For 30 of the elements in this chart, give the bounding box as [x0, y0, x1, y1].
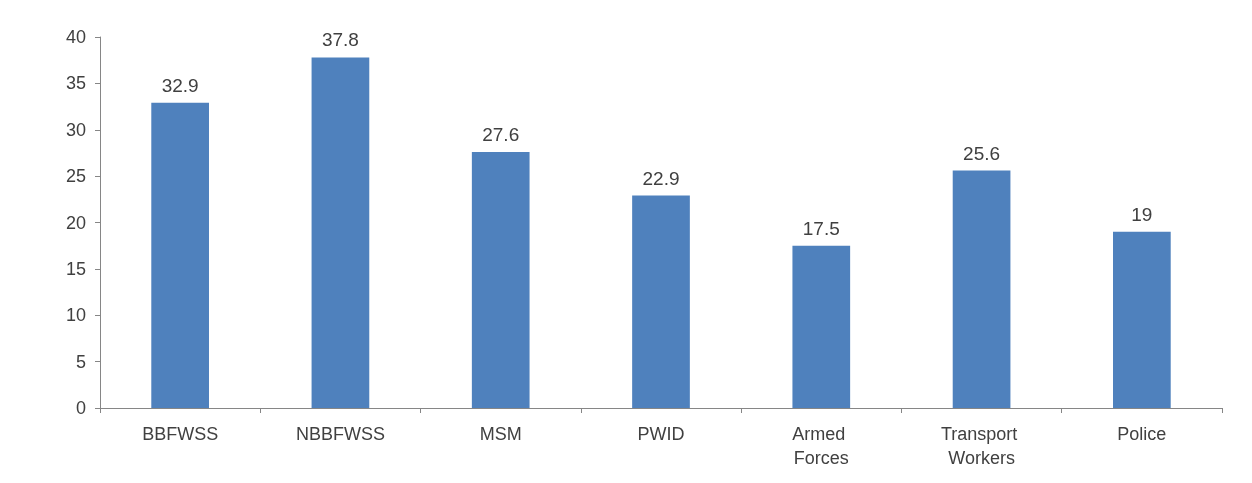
x-tick-label: Transport Workers	[940, 424, 1023, 468]
bar	[311, 57, 370, 408]
bar	[792, 245, 851, 408]
x-tick-label: PWID	[637, 424, 685, 444]
y-tick-label: 20	[65, 212, 86, 233]
x-tick-label: MSM	[479, 424, 522, 444]
x-tick-label: Police	[1117, 424, 1167, 444]
data-label: 27.6	[482, 124, 520, 146]
y-tick-label: 25	[65, 166, 86, 187]
bar	[952, 170, 1011, 408]
y-tick-label: 10	[65, 305, 86, 326]
data-label: 37.8	[321, 29, 359, 51]
y-tick-label: 0	[75, 398, 86, 418]
bar	[632, 195, 690, 408]
x-tick-label: NBBFWSS	[295, 424, 385, 444]
x-tick-label: Armed Forces	[792, 424, 851, 468]
bar	[1113, 231, 1171, 408]
bar	[471, 152, 530, 408]
y-tick-label: 30	[65, 119, 86, 140]
data-label: 19	[1131, 203, 1153, 225]
y-tick-label: 5	[75, 351, 86, 372]
data-label: 32.9	[161, 74, 199, 96]
y-tick-label: 15	[65, 258, 86, 279]
y-tick-label: 35	[65, 73, 86, 94]
data-label: 17.5	[802, 217, 840, 239]
data-label: 25.6	[963, 142, 1001, 164]
y-tick-label: 40	[65, 27, 86, 47]
data-label: 22.9	[642, 167, 680, 189]
x-tick-label: BBFWSS	[142, 424, 219, 444]
bar	[151, 102, 209, 408]
